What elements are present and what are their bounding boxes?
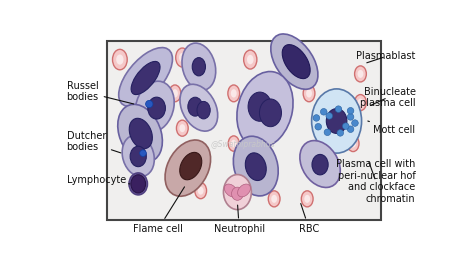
Ellipse shape [312, 155, 328, 175]
Ellipse shape [118, 104, 163, 162]
Text: Binucleate
plasma cell: Binucleate plasma cell [360, 87, 416, 108]
Ellipse shape [237, 184, 250, 197]
Text: Flame cell: Flame cell [134, 187, 184, 234]
Ellipse shape [244, 50, 257, 69]
Ellipse shape [247, 55, 254, 64]
Text: RBC: RBC [299, 203, 319, 234]
Ellipse shape [303, 85, 315, 102]
Ellipse shape [165, 140, 210, 196]
Ellipse shape [324, 129, 331, 136]
Ellipse shape [301, 191, 313, 207]
Ellipse shape [355, 66, 366, 82]
Ellipse shape [231, 140, 237, 147]
Ellipse shape [347, 126, 354, 132]
Ellipse shape [248, 92, 272, 121]
Ellipse shape [311, 89, 362, 153]
Ellipse shape [357, 70, 364, 78]
Ellipse shape [179, 124, 185, 132]
Ellipse shape [112, 49, 127, 70]
Ellipse shape [131, 61, 160, 95]
Ellipse shape [300, 141, 340, 188]
Ellipse shape [172, 89, 178, 98]
Ellipse shape [259, 99, 282, 127]
Ellipse shape [231, 89, 237, 98]
Ellipse shape [231, 187, 243, 200]
Text: Dutcher
bodies: Dutcher bodies [66, 131, 121, 153]
Ellipse shape [246, 153, 266, 181]
Ellipse shape [179, 53, 186, 62]
Ellipse shape [131, 175, 146, 193]
Ellipse shape [347, 135, 359, 152]
Ellipse shape [146, 100, 153, 108]
Ellipse shape [130, 146, 146, 167]
Text: Neutrophil: Neutrophil [214, 205, 265, 234]
Ellipse shape [233, 136, 278, 196]
Ellipse shape [352, 120, 358, 126]
Ellipse shape [326, 109, 347, 134]
Ellipse shape [118, 48, 173, 106]
Ellipse shape [320, 109, 327, 115]
Ellipse shape [122, 135, 155, 177]
Ellipse shape [180, 152, 202, 180]
Ellipse shape [195, 183, 207, 199]
Ellipse shape [129, 118, 152, 149]
Ellipse shape [313, 115, 319, 121]
Ellipse shape [350, 140, 356, 148]
Ellipse shape [198, 187, 204, 195]
Text: Plasma cell with
peri-nuclear hof
and clockface
chromatin: Plasma cell with peri-nuclear hof and cl… [336, 159, 416, 204]
FancyBboxPatch shape [107, 41, 381, 220]
Ellipse shape [228, 136, 239, 151]
Ellipse shape [326, 113, 333, 119]
Ellipse shape [315, 123, 321, 130]
Text: Mott cell: Mott cell [368, 121, 416, 135]
Ellipse shape [148, 97, 165, 119]
Ellipse shape [347, 107, 354, 114]
Ellipse shape [335, 106, 342, 113]
Ellipse shape [169, 85, 181, 102]
Text: @Swathiprabhus: @Swathiprabhus [210, 140, 275, 149]
Ellipse shape [237, 72, 293, 148]
Ellipse shape [282, 45, 310, 79]
Ellipse shape [129, 173, 147, 195]
Ellipse shape [271, 34, 318, 89]
Ellipse shape [228, 85, 240, 102]
Ellipse shape [135, 81, 174, 132]
Ellipse shape [197, 101, 210, 119]
Ellipse shape [306, 89, 312, 98]
Ellipse shape [347, 114, 354, 120]
Text: Plasmablast: Plasmablast [356, 52, 416, 63]
Ellipse shape [224, 184, 237, 197]
Ellipse shape [192, 58, 205, 76]
Ellipse shape [140, 150, 146, 156]
Ellipse shape [176, 48, 189, 67]
Ellipse shape [188, 97, 202, 116]
Ellipse shape [357, 99, 364, 107]
Text: Lymphocyte: Lymphocyte [66, 175, 130, 185]
Ellipse shape [337, 130, 344, 136]
Ellipse shape [271, 195, 277, 203]
Text: Russel
bodies: Russel bodies [66, 81, 134, 104]
Ellipse shape [182, 43, 216, 90]
Ellipse shape [355, 94, 366, 111]
Ellipse shape [116, 55, 124, 65]
Ellipse shape [176, 120, 188, 136]
Ellipse shape [180, 84, 218, 131]
Ellipse shape [223, 174, 251, 210]
Ellipse shape [268, 191, 280, 207]
Ellipse shape [343, 123, 349, 130]
Ellipse shape [304, 195, 310, 203]
